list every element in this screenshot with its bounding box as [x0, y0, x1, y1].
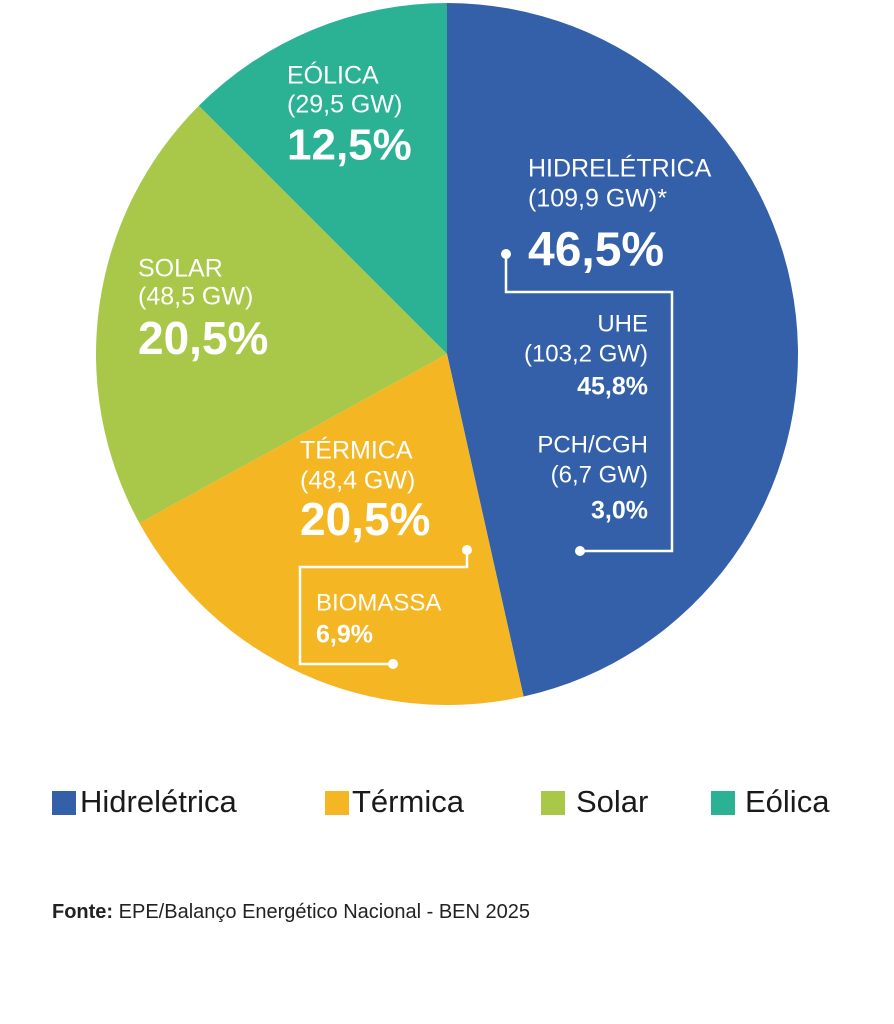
slice-capacity: (29,5 GW) — [287, 91, 402, 119]
leader-line — [504, 254, 674, 553]
breakdown-value-label: 45,8% — [577, 373, 648, 401]
leader-dot — [462, 545, 472, 555]
breakdown-label: BIOMASSA — [316, 589, 441, 616]
leader-dot — [501, 249, 511, 259]
pie-slice — [447, 3, 798, 697]
pie-slice — [198, 3, 447, 354]
slice-capacity: (109,9 GW)* — [528, 185, 667, 213]
legend-label: Eólica — [745, 784, 830, 819]
source-text: EPE/Balanço Energético Nacional - BEN 20… — [119, 901, 530, 923]
breakdown-value-label: 6,9% — [316, 621, 373, 649]
slice-capacity: (48,4 GW) — [300, 467, 415, 495]
pie-slice — [139, 354, 524, 705]
slice-label: TÉRMICA — [300, 436, 413, 465]
leader-line — [298, 550, 469, 666]
slice-value-label: 46,5% — [528, 224, 664, 277]
legend-swatch — [711, 791, 735, 815]
slice-value-label: 20,5% — [138, 312, 268, 364]
breakdown-label: UHE — [597, 310, 648, 337]
legend-label: Térmica — [352, 784, 465, 819]
breakdown-capacity: (103,2 GW) — [524, 340, 648, 367]
pie — [96, 3, 798, 705]
pie-slice — [96, 105, 448, 524]
slice-label: SOLAR — [138, 255, 223, 283]
slice-label: EÓLICA — [287, 61, 379, 90]
legend-label: Hidrelétrica — [80, 784, 238, 819]
legend-swatch — [52, 791, 76, 815]
breakdown-capacity: (6,7 GW) — [551, 461, 648, 488]
breakdown-dot — [575, 546, 585, 556]
source: Fonte: EPE/Balanço Energético Nacional -… — [52, 901, 530, 923]
source-label: Fonte: — [52, 901, 113, 923]
legend-swatch — [325, 791, 349, 815]
breakdown-value-label: 3,0% — [591, 497, 648, 525]
legend-label: Solar — [576, 784, 648, 819]
legend-swatch — [541, 791, 565, 815]
breakdown-label: PCH/CGH — [537, 431, 648, 458]
slice-value-label: 20,5% — [300, 493, 430, 545]
slice-capacity: (48,5 GW) — [138, 283, 253, 311]
slice-label: HIDRELÉTRICA — [528, 154, 712, 183]
breakdown-dot — [388, 659, 398, 669]
slice-value-label: 12,5% — [287, 121, 412, 170]
